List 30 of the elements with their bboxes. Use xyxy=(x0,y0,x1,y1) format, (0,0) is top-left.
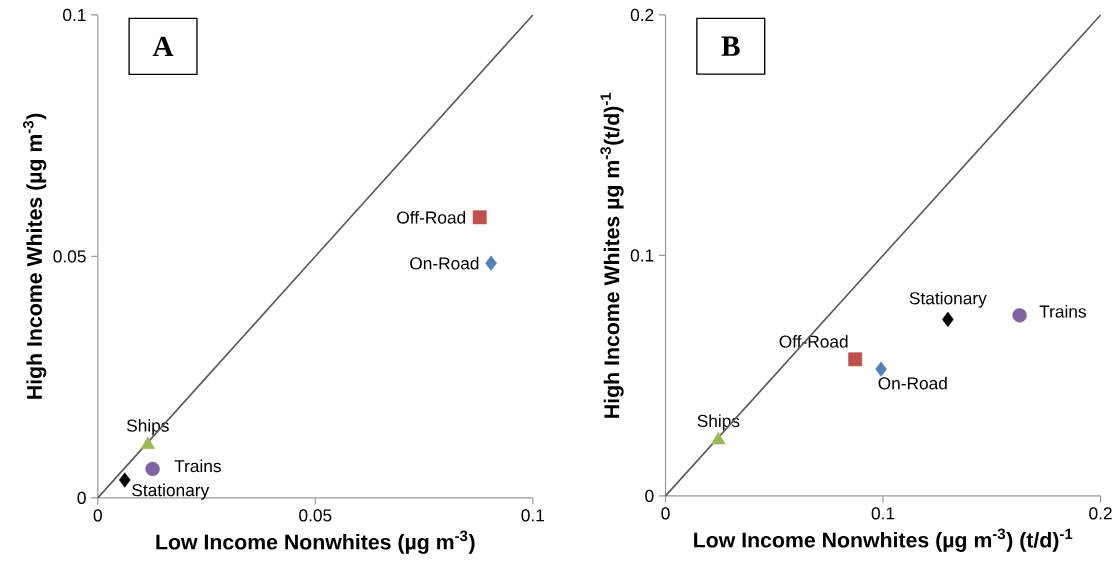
point xyxy=(119,472,131,488)
text: B xyxy=(721,36,740,56)
point xyxy=(472,210,487,225)
point xyxy=(140,436,155,450)
series-label: Stationary xyxy=(132,483,210,500)
x-tick-label: 0.1 xyxy=(521,509,544,522)
y-tick-label: 0.05 xyxy=(53,250,86,263)
series-label: On-Road xyxy=(878,376,947,390)
y-tick-label: 0.1 xyxy=(630,249,654,262)
series-label: Trains xyxy=(174,459,221,473)
y-tick-label: 0 xyxy=(77,491,86,505)
series-label: Trains xyxy=(1039,305,1086,318)
y-tick-label: 0 xyxy=(645,489,654,503)
x-tick-label: 0.05 xyxy=(299,509,332,522)
x-axis-title: Low Income Nonwhites (µg m$^{-3}$) xyxy=(156,530,475,554)
series-label: Off-Road xyxy=(397,211,466,224)
x-tick-label: 0.1 xyxy=(871,507,895,520)
x-tick-label: 0.2 xyxy=(1089,507,1112,520)
point xyxy=(485,255,497,271)
y-tick-label: 0.2 xyxy=(630,8,654,22)
point xyxy=(145,461,160,477)
y-tick-label: 0.1 xyxy=(63,8,86,22)
y-axis-title: High Income Whites (µg m$^{-3}$) xyxy=(23,113,47,399)
x-tick-label: 0 xyxy=(93,509,102,522)
x-axis-title: Low Income Nonwhites (µg m$^{-3}$) (t/d)$^{-1}$ xyxy=(694,528,1073,552)
x-tick-label: 0 xyxy=(661,507,670,520)
text: A xyxy=(152,36,174,57)
series-label: On-Road xyxy=(410,256,479,270)
y-axis-title: High Income Whites µg m$^{-3}$(t/d)$^{-1}$ xyxy=(600,92,624,418)
series-label: Stationary xyxy=(909,291,987,308)
